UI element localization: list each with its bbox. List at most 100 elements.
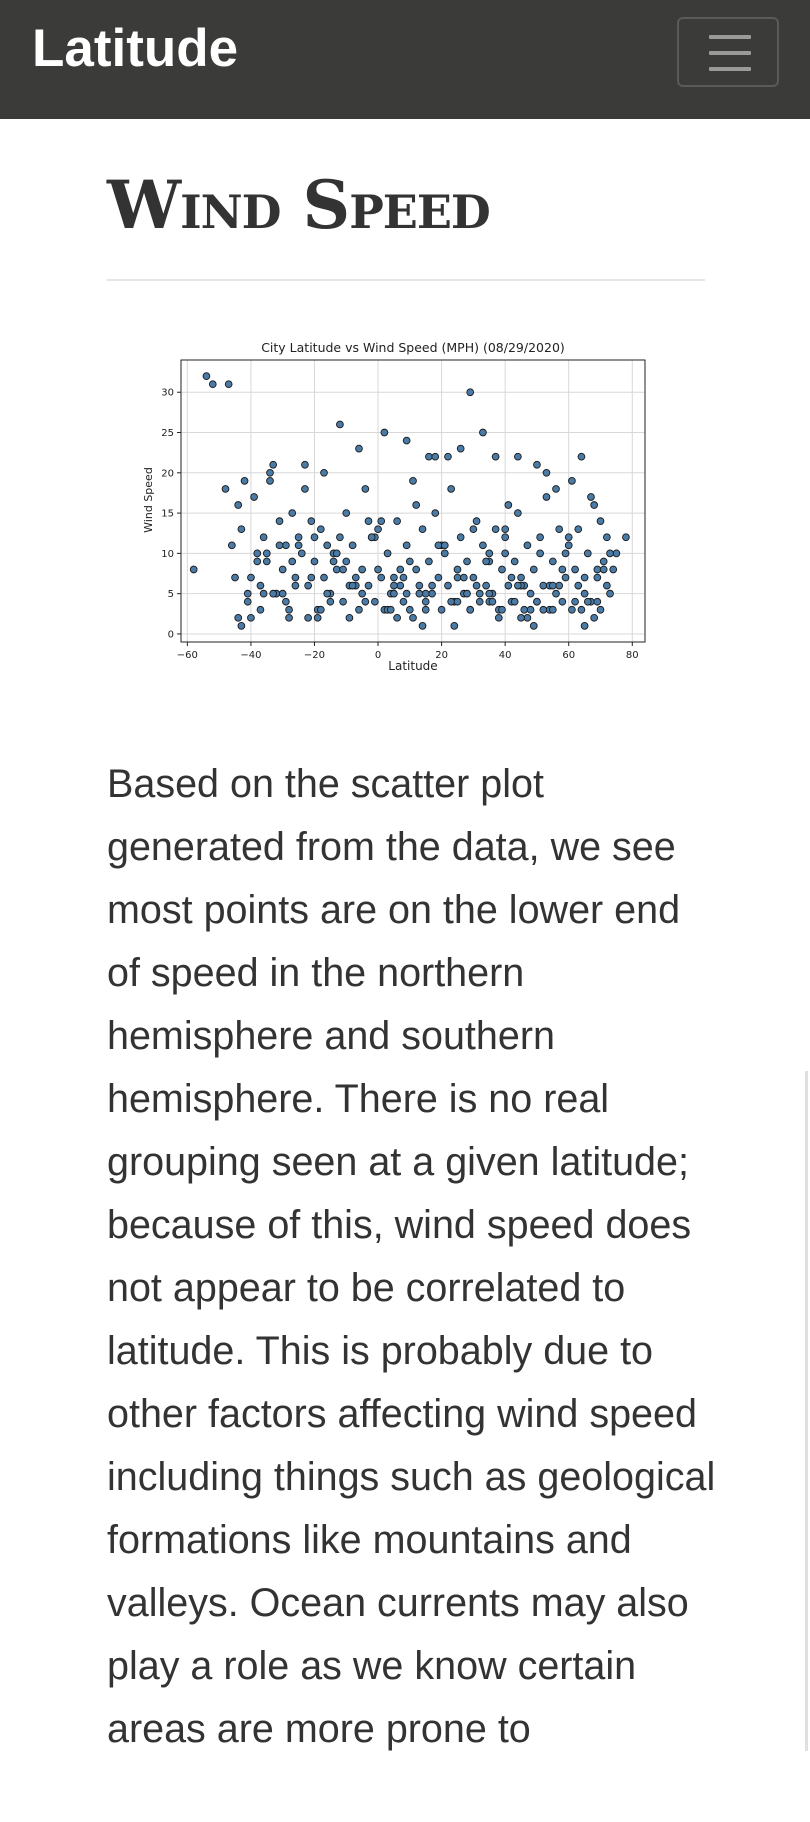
data-point	[501, 533, 510, 542]
data-point	[224, 380, 233, 389]
data-point	[564, 533, 573, 542]
y-tick-label: 15	[161, 509, 174, 520]
data-point	[361, 597, 370, 606]
navbar: Latitude	[0, 0, 810, 119]
x-tick-label: 80	[626, 650, 639, 661]
data-point	[262, 549, 271, 558]
data-point	[428, 589, 436, 598]
data-point	[510, 557, 519, 566]
data-point	[574, 581, 583, 590]
data-point	[364, 517, 373, 525]
data-point	[288, 509, 297, 517]
data-point	[603, 581, 611, 590]
data-point	[415, 581, 424, 590]
data-point	[453, 565, 462, 574]
data-point	[307, 517, 316, 525]
data-point	[552, 485, 560, 493]
data-point	[339, 565, 347, 574]
data-point	[596, 605, 605, 614]
data-point	[262, 557, 271, 566]
data-point	[558, 597, 567, 606]
data-point	[402, 541, 411, 550]
data-point	[313, 613, 322, 622]
data-point	[456, 444, 465, 453]
data-point	[342, 557, 351, 566]
data-point	[402, 436, 411, 445]
page-title: Wind Speed	[107, 166, 491, 244]
data-point	[237, 525, 246, 534]
data-point	[202, 372, 211, 380]
y-tick-label: 10	[161, 549, 174, 560]
data-point	[536, 533, 544, 542]
data-point	[399, 573, 408, 582]
data-point	[517, 613, 525, 622]
data-point	[622, 533, 630, 542]
data-point	[371, 597, 379, 606]
data-point	[533, 597, 541, 606]
data-point	[463, 589, 471, 598]
data-point	[440, 549, 449, 558]
data-point	[606, 549, 614, 558]
data-point	[580, 589, 589, 598]
data-point	[488, 597, 497, 606]
data-point	[469, 573, 478, 582]
data-point	[383, 549, 392, 558]
data-point	[555, 581, 564, 590]
data-point	[577, 452, 586, 461]
data-point	[603, 533, 611, 542]
y-tick-label: 30	[161, 388, 174, 399]
data-point	[282, 541, 290, 550]
data-point	[434, 573, 443, 582]
data-point	[316, 525, 325, 534]
data-point	[482, 581, 490, 590]
data-point	[431, 452, 440, 461]
data-point	[542, 468, 551, 477]
data-point	[285, 605, 293, 614]
data-point	[580, 622, 589, 630]
data-point	[307, 573, 316, 582]
data-point	[304, 581, 312, 590]
data-point	[447, 485, 455, 493]
data-point	[412, 501, 421, 509]
scrollbar[interactable]	[805, 1071, 808, 1751]
data-point	[405, 605, 414, 614]
y-tick-label: 25	[161, 428, 174, 439]
data-point	[355, 605, 363, 614]
data-points	[189, 372, 630, 630]
y-tick-label: 5	[168, 589, 174, 600]
data-point	[390, 581, 398, 590]
data-point	[517, 573, 525, 582]
x-tick-label: 40	[499, 650, 512, 661]
data-point	[367, 533, 376, 542]
data-point	[564, 541, 573, 550]
data-point	[374, 525, 382, 534]
data-point	[421, 597, 430, 606]
navbar-toggle-button[interactable]	[677, 17, 779, 87]
data-point	[504, 501, 513, 509]
data-point	[514, 509, 522, 517]
data-point	[536, 549, 544, 558]
data-point	[523, 613, 532, 622]
data-point	[555, 525, 564, 534]
data-point	[221, 485, 230, 493]
data-point	[425, 452, 433, 461]
data-point	[291, 573, 300, 582]
data-point	[227, 541, 236, 550]
data-point	[514, 581, 522, 590]
navbar-brand[interactable]: Latitude	[32, 19, 239, 78]
data-point	[453, 573, 462, 582]
data-point	[301, 485, 309, 493]
data-point	[390, 589, 398, 598]
data-point	[342, 509, 351, 517]
data-point	[431, 509, 440, 517]
data-point	[593, 573, 602, 582]
data-point	[358, 589, 367, 598]
data-point	[533, 460, 541, 469]
data-point	[501, 549, 510, 558]
data-point	[234, 501, 243, 509]
data-point	[332, 565, 341, 574]
y-axis-label: Wind Speed	[142, 467, 155, 533]
data-point	[453, 597, 462, 606]
data-point	[421, 589, 430, 598]
data-point	[606, 589, 614, 598]
